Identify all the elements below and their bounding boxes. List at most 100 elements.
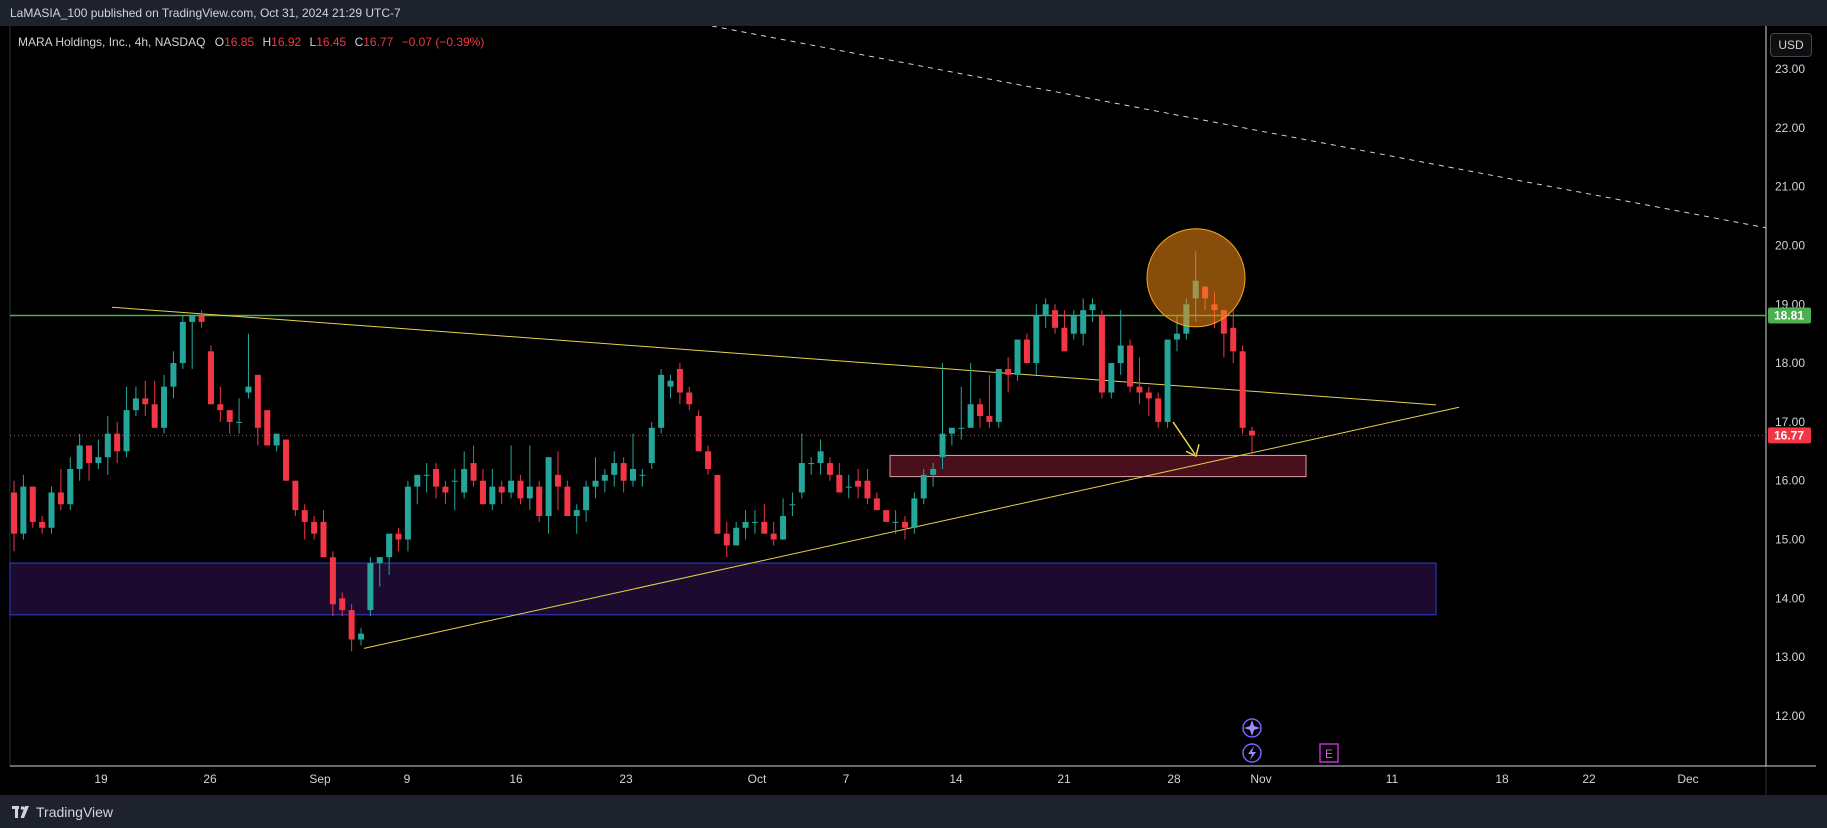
candle [723,521,730,558]
candle [39,516,46,534]
descending-trendline [111,306,1437,406]
candle-body [236,421,243,423]
candle [104,416,111,475]
candle-body [620,463,627,481]
candle-body [161,386,168,428]
candle [892,510,899,534]
candle [770,521,777,546]
candle-body [911,498,918,528]
candle [358,627,365,646]
candle-body [311,521,318,534]
candle-body [86,445,93,464]
candle-body [676,368,683,393]
candle-body [967,404,974,428]
candle-body [1117,345,1124,364]
candle-body [1230,327,1237,352]
candle [461,451,468,499]
candle-body [536,486,543,517]
candle-body [339,598,346,611]
y-tick-label: 18.00 [1775,356,1805,370]
candle-body [1173,333,1180,340]
candle [686,386,693,411]
candle [845,474,852,499]
candle [367,557,374,617]
candle-body [1145,392,1152,399]
candle [264,410,271,446]
candle-body [592,480,599,487]
candle [348,604,355,652]
candle-body [554,474,561,487]
candle-body [301,510,308,522]
candle [855,468,862,499]
tradingview-logo-icon [12,805,32,818]
candle [705,445,712,475]
earnings-badge-label: E [1325,747,1333,761]
candle [254,374,261,446]
candle [67,457,74,511]
candle [170,351,177,399]
candle-body [1089,304,1096,311]
candle-body [1033,316,1040,364]
symbol-title: MARA Holdings, Inc., 4h, NASDAQ [18,35,206,49]
candle [320,510,327,558]
earnings-badge-box [1319,743,1339,763]
candle-body [733,527,740,546]
candle [1145,386,1152,417]
candle [536,480,543,522]
candle [329,551,336,617]
candle [601,468,608,493]
candle-body [808,463,815,465]
sparkle-icon [1244,720,1260,736]
candle-body [658,374,665,428]
candle-body [751,521,758,523]
candle [76,433,83,481]
candle-body [282,439,289,481]
candle [1098,310,1105,399]
candle [57,468,64,511]
candle-body [930,468,937,475]
candle-body [358,633,365,640]
close-label: C [354,35,364,49]
candle [911,492,918,534]
candle [1089,298,1096,322]
candle [1061,310,1068,352]
candle [1080,298,1087,346]
candle-body [517,480,524,499]
candle-body [404,486,411,540]
candle [826,457,833,481]
candle-body [489,486,496,505]
candle [761,504,768,534]
candle-body [1127,345,1134,387]
candle [236,398,243,434]
candle [733,521,740,546]
candle-body [95,457,102,464]
resistance-price-label-bg [1768,307,1811,324]
candle-body [442,486,449,493]
candle-body [798,463,805,493]
currency-button[interactable]: USD [1770,33,1812,57]
candle [11,480,17,552]
publish-header: LaMASIA_100 published on TradingView.com… [0,0,1827,26]
candle [930,463,937,487]
change-value: −0.07 (−0.39%) [401,35,485,49]
candle-body [264,410,271,446]
candle-body [470,463,477,481]
candle-body [639,474,646,476]
candle-body [1042,304,1049,317]
candle-body [104,433,111,458]
candle [1230,310,1237,364]
y-tick-label: 23.00 [1775,62,1805,76]
price-chart[interactable]: E 23.0022.0021.0020.0019.0018.0017.0016.… [0,26,1827,795]
candle [1136,357,1143,405]
candle-body [189,316,196,322]
candle [1070,310,1077,340]
candle-body [376,557,383,564]
candle-body [179,321,186,364]
candle [1164,339,1171,428]
candle-body [705,451,712,469]
high-value: 16.92 [271,35,302,49]
candle [311,516,318,540]
candle-body [714,474,721,534]
candle-body [498,486,505,493]
candle [639,468,646,487]
